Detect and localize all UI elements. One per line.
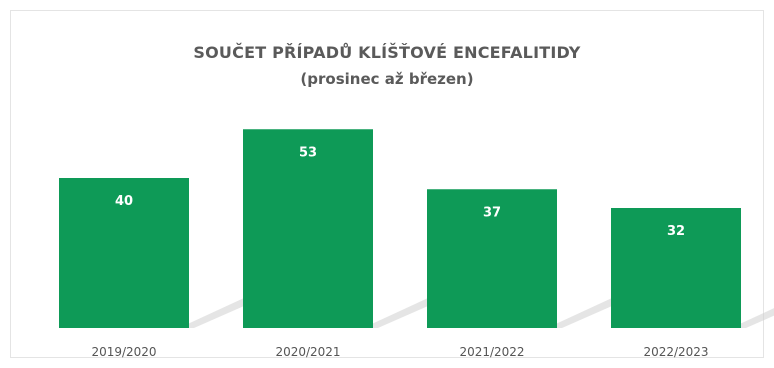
bar-2020-2021 [243, 129, 373, 328]
bar-shadow [179, 298, 244, 328]
bar-shadow [731, 308, 774, 328]
bar-value-label: 40 [115, 194, 133, 209]
bar-value-label: 32 [667, 224, 685, 239]
bar-shadow [363, 298, 428, 328]
bar-2019-2020 [59, 178, 189, 328]
x-tick-label: 2020/2021 [275, 345, 340, 359]
bar-shadow [547, 298, 612, 328]
bar-value-label: 53 [299, 145, 317, 160]
chart-subtitle: (prosinec až březen) [300, 70, 474, 88]
bar-2022-2023 [611, 208, 741, 328]
x-tick-label: 2022/2023 [643, 345, 708, 359]
bar-2021-2022 [427, 189, 557, 328]
x-tick-label: 2019/2020 [91, 345, 156, 359]
bar-value-label: 37 [483, 205, 501, 220]
x-tick-label: 2021/2022 [459, 345, 524, 359]
chart-title: SOUČET PŘÍPADŮ KLÍŠŤOVÉ ENCEFALITIDY [193, 43, 581, 62]
